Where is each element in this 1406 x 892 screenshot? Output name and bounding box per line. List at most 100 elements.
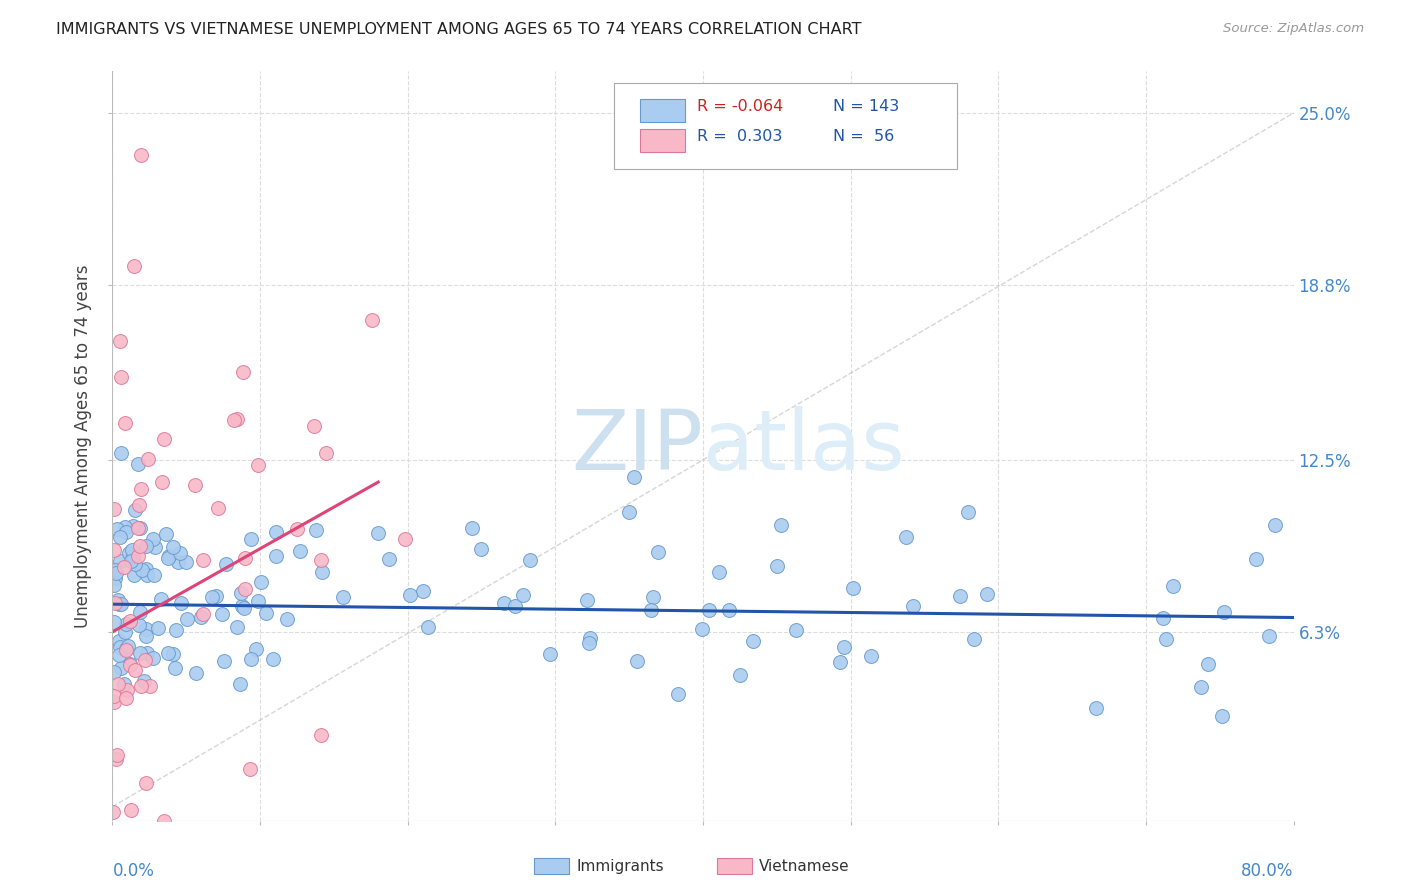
Point: [623, 470, 645, 484]
Point: [176, 612, 198, 626]
Point: [110, 597, 132, 611]
Point: [1152, 611, 1174, 625]
Point: [118, 657, 141, 671]
Point: [262, 652, 284, 666]
Point: [107, 633, 129, 648]
Point: [215, 558, 238, 572]
Point: [233, 551, 256, 566]
Point: [135, 630, 157, 644]
Y-axis label: Unemployment Among Ages 65 to 74 years: Unemployment Among Ages 65 to 74 years: [75, 264, 93, 628]
Point: [311, 565, 333, 579]
Point: [229, 676, 252, 690]
Point: [191, 552, 214, 566]
Point: [276, 612, 298, 626]
Point: [785, 623, 807, 637]
Point: [107, 597, 129, 611]
Point: [249, 575, 271, 590]
Point: [1244, 552, 1267, 566]
Point: [156, 550, 179, 565]
Point: [127, 457, 149, 471]
Point: [124, 663, 146, 677]
FancyBboxPatch shape: [614, 83, 957, 169]
Point: [617, 505, 640, 519]
Point: [224, 413, 246, 427]
Point: [302, 419, 325, 434]
Text: IMMIGRANTS VS VIETNAMESE UNEMPLOYMENT AMONG AGES 65 TO 74 YEARS CORRELATION CHAR: IMMIGRANTS VS VIETNAMESE UNEMPLOYMENT AM…: [56, 22, 862, 37]
Point: [110, 445, 132, 459]
Point: [107, 677, 129, 691]
Point: [142, 650, 165, 665]
Point: [128, 646, 150, 660]
Point: [205, 589, 228, 603]
Point: [398, 588, 420, 602]
Point: [114, 416, 136, 430]
Point: [1211, 709, 1233, 723]
Text: Vietnamese: Vietnamese: [759, 859, 849, 873]
Point: [247, 593, 270, 607]
Point: [769, 518, 792, 533]
Point: [742, 634, 765, 648]
Point: [225, 411, 247, 425]
Point: [142, 567, 165, 582]
Point: [128, 539, 150, 553]
Point: [107, 593, 129, 607]
Point: [115, 683, 138, 698]
Point: [165, 623, 187, 637]
Point: [578, 631, 600, 645]
Point: [225, 620, 247, 634]
Point: [108, 554, 131, 568]
Point: [127, 549, 149, 564]
Point: [143, 540, 166, 554]
Point: [232, 600, 254, 615]
Point: [311, 553, 333, 567]
Point: [122, 259, 145, 273]
Point: [254, 606, 277, 620]
Point: [108, 530, 131, 544]
Point: [1197, 657, 1219, 671]
Point: [110, 661, 132, 675]
Point: [315, 446, 337, 460]
Point: [231, 599, 253, 613]
Point: [150, 475, 173, 490]
Point: [157, 549, 180, 564]
FancyBboxPatch shape: [640, 129, 685, 152]
Point: [115, 525, 138, 540]
Point: [104, 563, 127, 577]
Point: [859, 648, 882, 663]
Point: [1257, 629, 1279, 643]
Point: [118, 828, 141, 842]
Point: [129, 482, 152, 496]
Point: [266, 549, 288, 563]
Point: [1189, 680, 1212, 694]
Point: [730, 668, 752, 682]
Point: [115, 617, 138, 632]
Point: [896, 531, 918, 545]
Point: [503, 599, 526, 613]
Text: R = -0.064: R = -0.064: [697, 99, 783, 114]
Point: [114, 624, 136, 639]
Point: [110, 369, 132, 384]
Point: [103, 695, 125, 709]
Point: [112, 560, 135, 574]
Point: [124, 557, 146, 571]
Point: [309, 728, 332, 742]
Point: [162, 647, 184, 661]
Point: [842, 581, 865, 595]
Point: [155, 527, 177, 541]
Point: [103, 615, 125, 630]
Point: [103, 542, 125, 557]
Point: [101, 805, 124, 820]
Point: [115, 642, 138, 657]
Point: [239, 532, 262, 546]
Point: [118, 658, 141, 673]
Point: [1085, 701, 1108, 715]
Point: [165, 660, 187, 674]
Point: [1154, 632, 1177, 646]
Point: [108, 334, 131, 348]
Point: [948, 589, 970, 603]
Point: [135, 539, 157, 553]
Text: R =  0.303: R = 0.303: [697, 129, 783, 144]
Point: [666, 687, 689, 701]
Point: [191, 607, 214, 621]
Point: [167, 555, 190, 569]
